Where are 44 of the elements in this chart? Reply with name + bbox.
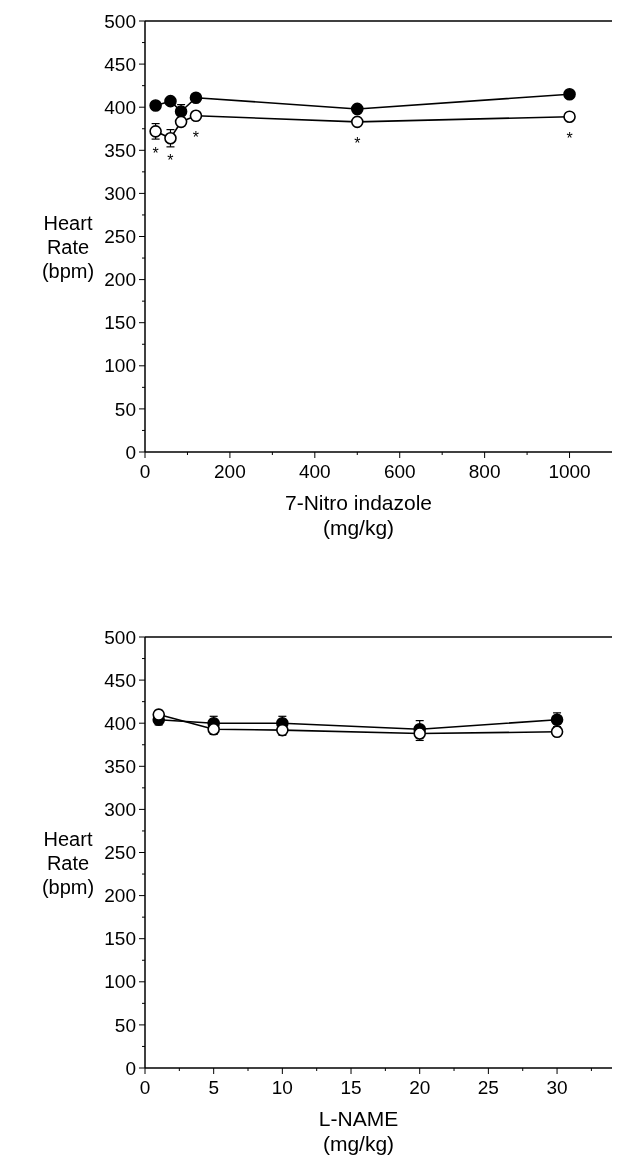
x-tick-label: 0 [139, 1077, 151, 1098]
y-axis-title: Heart Rate (bpm) [41, 828, 95, 898]
x-tick-label: 20 [409, 1077, 431, 1098]
y-tick-label: 150 [104, 928, 136, 950]
annotation: * [192, 129, 200, 147]
y-tick-label: 400 [104, 712, 136, 734]
y-tick-label: 0 [125, 1057, 136, 1079]
x-tick-label: 400 [298, 461, 331, 482]
x-tick-label: 15 [340, 1077, 362, 1098]
y-tick-label: 100 [104, 355, 136, 377]
y-tick-label: 200 [104, 885, 136, 907]
y-tick-label: 500 [104, 626, 136, 648]
y-tick-label: 350 [104, 755, 136, 777]
x-tick-label: 200 [214, 461, 246, 482]
x-tick-label: 10 [271, 1077, 293, 1098]
annotation: * [354, 135, 361, 153]
y-tick-label: 450 [104, 669, 136, 691]
x-tick-label: 600 [383, 461, 416, 482]
x-axis-title: L-NAME (mg/kg) [318, 1107, 399, 1155]
y-tick-label: 400 [104, 96, 136, 118]
y-tick-label: 250 [104, 226, 136, 248]
y-tick-label: 200 [104, 269, 136, 291]
annotation: * [152, 144, 159, 162]
y-tick-label: 150 [104, 312, 136, 334]
y-axis-title: Heart Rate (bpm) [41, 212, 95, 282]
annotation: * [167, 151, 174, 169]
x-tick-label: 800 [468, 461, 501, 482]
annotation: * [566, 130, 573, 148]
x-tick-label: 5 [208, 1077, 219, 1098]
y-tick-label: 450 [104, 53, 136, 75]
y-tick-label: 50 [114, 1014, 136, 1036]
y-tick-label: 50 [114, 398, 136, 420]
x-tick-label: 1000 [548, 461, 591, 482]
y-tick-label: 500 [104, 10, 136, 32]
x-tick-label: 25 [477, 1077, 499, 1098]
y-tick-label: 0 [125, 441, 136, 463]
y-tick-label: 300 [104, 183, 136, 205]
x-tick-label: 0 [139, 461, 151, 482]
x-tick-label: 30 [546, 1077, 568, 1098]
y-tick-label: 250 [104, 842, 136, 864]
x-axis-title: 7-Nitro indazole (mg/kg) [284, 491, 433, 539]
y-tick-label: 300 [104, 799, 136, 821]
y-tick-label: 350 [104, 139, 136, 161]
y-tick-label: 100 [104, 971, 136, 993]
